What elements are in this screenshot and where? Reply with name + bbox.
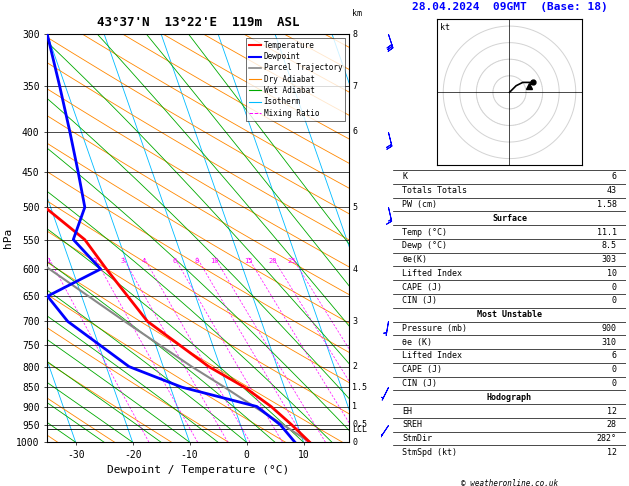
Text: 8.5: 8.5 bbox=[601, 242, 616, 250]
Text: 12: 12 bbox=[606, 407, 616, 416]
Text: 4: 4 bbox=[352, 264, 357, 274]
Text: Pressure (mb): Pressure (mb) bbox=[403, 324, 467, 333]
Text: θe (K): θe (K) bbox=[403, 338, 432, 347]
Text: 11.1: 11.1 bbox=[596, 227, 616, 237]
Text: 3: 3 bbox=[121, 258, 125, 263]
Text: Lifted Index: Lifted Index bbox=[403, 351, 462, 361]
Text: Surface: Surface bbox=[492, 214, 527, 223]
Text: 0: 0 bbox=[611, 283, 616, 292]
Text: Totals Totals: Totals Totals bbox=[403, 186, 467, 195]
Text: 5: 5 bbox=[352, 203, 357, 212]
Text: 7: 7 bbox=[352, 82, 357, 91]
Text: 1.58: 1.58 bbox=[596, 200, 616, 209]
X-axis label: Dewpoint / Temperature (°C): Dewpoint / Temperature (°C) bbox=[107, 466, 289, 475]
Text: 6: 6 bbox=[172, 258, 177, 263]
Text: CAPE (J): CAPE (J) bbox=[403, 283, 442, 292]
Text: 282°: 282° bbox=[596, 434, 616, 443]
Text: 900: 900 bbox=[601, 324, 616, 333]
Text: 43°37'N  13°22'E  119m  ASL: 43°37'N 13°22'E 119m ASL bbox=[97, 16, 299, 29]
Text: SREH: SREH bbox=[403, 420, 423, 429]
Text: StmDir: StmDir bbox=[403, 434, 432, 443]
Text: EH: EH bbox=[403, 407, 413, 416]
Text: 20: 20 bbox=[269, 258, 277, 263]
Y-axis label: hPa: hPa bbox=[3, 228, 13, 248]
Text: K: K bbox=[403, 173, 408, 181]
Text: 10: 10 bbox=[211, 258, 219, 263]
Text: 12: 12 bbox=[606, 448, 616, 457]
Text: Most Unstable: Most Unstable bbox=[477, 310, 542, 319]
Text: Temp (°C): Temp (°C) bbox=[403, 227, 447, 237]
Text: 0: 0 bbox=[611, 365, 616, 374]
Legend: Temperature, Dewpoint, Parcel Trajectory, Dry Adiabat, Wet Adiabat, Isotherm, Mi: Temperature, Dewpoint, Parcel Trajectory… bbox=[246, 38, 345, 121]
Text: 2: 2 bbox=[352, 362, 357, 371]
Text: 15: 15 bbox=[244, 258, 252, 263]
Text: 1: 1 bbox=[47, 258, 51, 263]
Text: 310: 310 bbox=[601, 338, 616, 347]
Text: LCL: LCL bbox=[352, 425, 367, 434]
Text: 3: 3 bbox=[352, 317, 357, 326]
Text: 0.5: 0.5 bbox=[352, 420, 367, 429]
Text: 10: 10 bbox=[606, 269, 616, 278]
Text: 28.04.2024  09GMT  (Base: 18): 28.04.2024 09GMT (Base: 18) bbox=[411, 2, 608, 12]
Text: Hodograph: Hodograph bbox=[487, 393, 532, 402]
Text: 0: 0 bbox=[352, 438, 357, 447]
Text: 6: 6 bbox=[611, 173, 616, 181]
Text: 8: 8 bbox=[195, 258, 199, 263]
Text: CIN (J): CIN (J) bbox=[403, 379, 437, 388]
Text: 1: 1 bbox=[352, 402, 357, 411]
Text: PW (cm): PW (cm) bbox=[403, 200, 437, 209]
Text: km: km bbox=[352, 9, 362, 17]
Text: 6: 6 bbox=[611, 351, 616, 361]
Text: StmSpd (kt): StmSpd (kt) bbox=[403, 448, 457, 457]
Text: 1.5: 1.5 bbox=[352, 382, 367, 392]
Text: kt: kt bbox=[440, 23, 450, 32]
Text: Dewp (°C): Dewp (°C) bbox=[403, 242, 447, 250]
Text: 8: 8 bbox=[352, 30, 357, 38]
Text: Lifted Index: Lifted Index bbox=[403, 269, 462, 278]
Text: 25: 25 bbox=[288, 258, 296, 263]
Text: 43: 43 bbox=[606, 186, 616, 195]
Text: 28: 28 bbox=[606, 420, 616, 429]
Text: 303: 303 bbox=[601, 255, 616, 264]
Text: CAPE (J): CAPE (J) bbox=[403, 365, 442, 374]
Text: © weatheronline.co.uk: © weatheronline.co.uk bbox=[461, 479, 558, 486]
Text: 0: 0 bbox=[611, 379, 616, 388]
Text: θe(K): θe(K) bbox=[403, 255, 428, 264]
Text: 2: 2 bbox=[92, 258, 97, 263]
Text: CIN (J): CIN (J) bbox=[403, 296, 437, 305]
Text: 4: 4 bbox=[142, 258, 146, 263]
Text: 0: 0 bbox=[611, 296, 616, 305]
Text: 6: 6 bbox=[352, 127, 357, 136]
